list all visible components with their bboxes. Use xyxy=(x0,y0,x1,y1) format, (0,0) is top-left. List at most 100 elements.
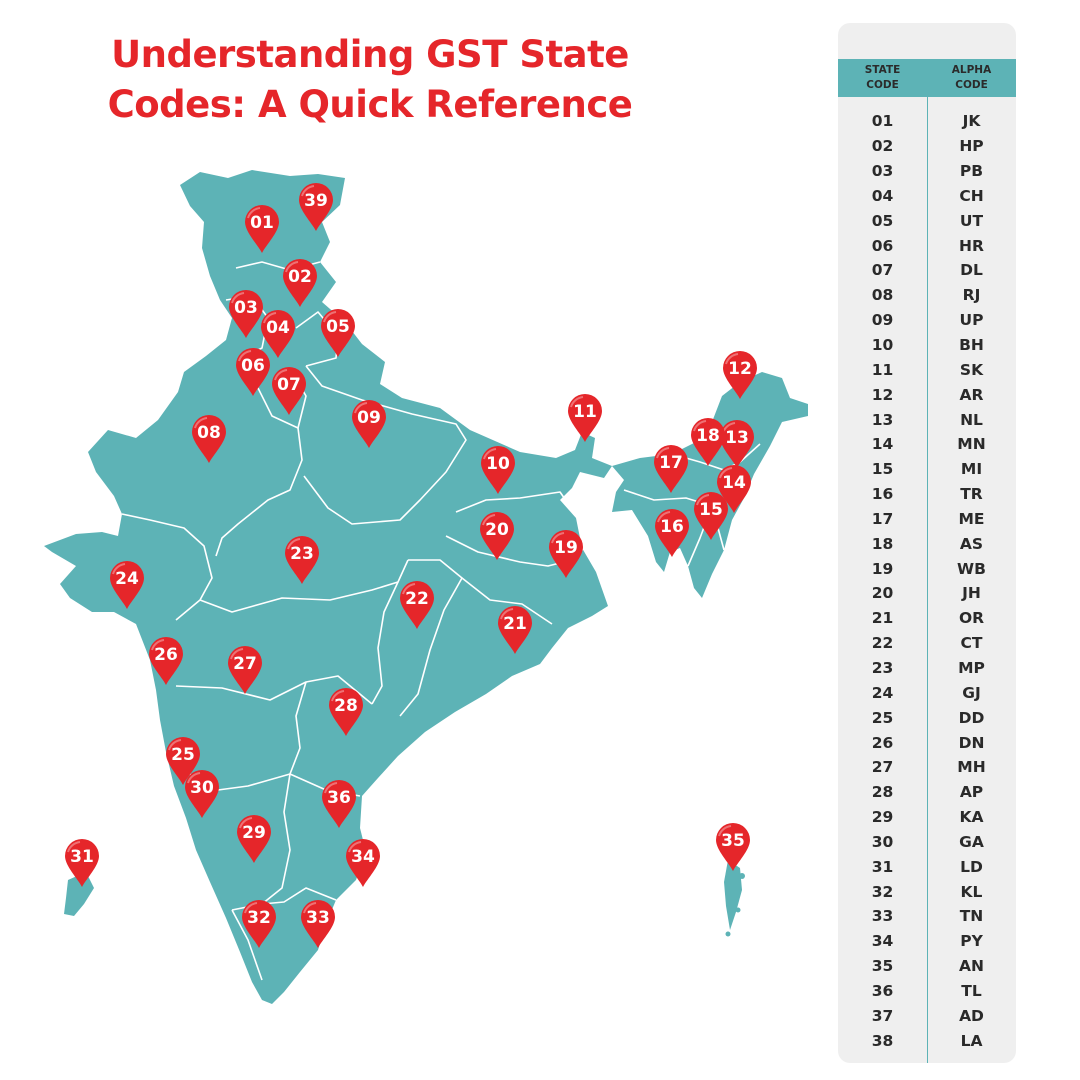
table-row: 23 MP xyxy=(838,656,1016,681)
state-code-cell: 02 xyxy=(871,137,894,156)
map-pin-30: 30 xyxy=(185,770,219,818)
map-pin-marker-icon xyxy=(717,465,751,513)
state-code-cell: 16 xyxy=(871,485,894,504)
map-pin-highlight xyxy=(718,825,732,837)
table-row: 29 KA xyxy=(838,805,1016,830)
map-pin-highlight xyxy=(287,538,301,550)
map-pin-label: 03 xyxy=(234,298,258,318)
state-code-cell: 12 xyxy=(871,385,894,404)
map-pin-highlight xyxy=(482,514,496,526)
map-pin-23: 23 xyxy=(285,536,319,584)
table-row: 33 TN xyxy=(838,904,1016,929)
alpha-code-cell: JH xyxy=(962,584,981,603)
map-pin-marker-icon xyxy=(301,900,335,948)
map-pin-marker-icon xyxy=(285,536,319,584)
map-pin-highlight xyxy=(231,292,245,304)
map-pin-marker-icon xyxy=(299,183,333,231)
table-row: 32 KL xyxy=(838,879,1016,904)
table-row: 25 DD xyxy=(838,705,1016,730)
table-row: 22 CT xyxy=(838,631,1016,656)
alpha-code-cell: GA xyxy=(959,832,984,851)
map-pin-marker-icon xyxy=(694,492,728,540)
alpha-code-cell: HP xyxy=(959,137,984,156)
alpha-code-cell: PY xyxy=(960,932,983,951)
state-code-cell: 29 xyxy=(871,808,894,827)
map-pin-20: 20 xyxy=(480,512,514,560)
alpha-code-cell: KL xyxy=(960,882,983,901)
map-pin-marker-icon xyxy=(720,420,754,468)
table-row: 05 UT xyxy=(838,208,1016,233)
state-code-cell: 35 xyxy=(871,957,894,976)
map-pin-marker-icon xyxy=(691,418,725,466)
state-code-cell: 33 xyxy=(871,907,894,926)
map-pin-label: 34 xyxy=(351,847,375,867)
state-code-cell: 14 xyxy=(871,435,894,454)
table-row: 01 JK xyxy=(838,109,1016,134)
alpha-code-cell: UT xyxy=(959,211,984,230)
table-row: 14 MN xyxy=(838,432,1016,457)
alpha-code-cell: DN xyxy=(958,733,985,752)
alpha-code-cell: UP xyxy=(959,311,984,330)
title-line-1: Understanding GST State xyxy=(111,33,629,76)
map-pin-marker-icon xyxy=(322,780,356,828)
map-pin-label: 15 xyxy=(699,500,723,520)
map-pin-marker-icon xyxy=(723,351,757,399)
map-pin-12: 12 xyxy=(723,351,757,399)
map-pin-marker-icon xyxy=(716,823,750,871)
map-pin-label: 29 xyxy=(242,823,266,843)
map-pin-marker-icon xyxy=(283,259,317,307)
map-pin-29: 29 xyxy=(237,815,271,863)
state-code-cell: 09 xyxy=(871,311,894,330)
map-pin-highlight xyxy=(230,648,244,660)
map-pin-highlight xyxy=(725,353,739,365)
map-pin-label: 26 xyxy=(154,645,178,665)
table-row: 31 LD xyxy=(838,854,1016,879)
border-maharashtra-telangana xyxy=(175,675,373,705)
map-pin-label: 36 xyxy=(327,788,351,808)
map-pin-marker-icon xyxy=(236,348,270,396)
table-row: 18 AS xyxy=(838,531,1016,556)
map-pin-highlight xyxy=(263,312,277,324)
map-pin-label: 23 xyxy=(290,544,314,564)
alpha-code-cell: AS xyxy=(959,534,984,553)
table-row: 08 RJ xyxy=(838,283,1016,308)
alpha-code-cell: ME xyxy=(958,509,985,528)
table-row: 37 AD xyxy=(838,1003,1016,1028)
alpha-code-cell: MP xyxy=(958,658,985,677)
map-pin-highlight xyxy=(500,608,514,620)
map-pin-01: 01 xyxy=(244,204,280,253)
map-pin-highlight xyxy=(551,532,565,544)
map-pin-label: 05 xyxy=(326,317,350,337)
map-pin-label: 30 xyxy=(190,778,214,798)
alpha-code-cell: TL xyxy=(961,981,982,1000)
map-pin-marker-icon xyxy=(480,512,514,560)
map-pin-33: 33 xyxy=(301,900,335,948)
state-code-cell: 11 xyxy=(871,360,894,379)
state-code-cell: 01 xyxy=(871,112,894,131)
table-row: 28 AP xyxy=(838,780,1016,805)
table-row: 19 WB xyxy=(838,556,1016,581)
border-chh-west xyxy=(371,581,399,705)
state-code-cell: 38 xyxy=(871,1031,894,1050)
mainland-shape xyxy=(44,170,612,1004)
map-pin-marker-icon xyxy=(329,688,363,736)
map-pin-label: 06 xyxy=(241,356,265,376)
map-pin-marker-icon xyxy=(498,606,532,654)
alpha-code-cell: WB xyxy=(957,559,986,578)
state-code-cell: 15 xyxy=(871,460,894,479)
map-pin-label: 08 xyxy=(197,423,221,443)
map-pin-highlight xyxy=(239,817,253,829)
gst-code-table: STATE CODE ALPHA CODE 01 JK 02 HP 03 PB 04 CH 05… xyxy=(838,23,1016,1063)
map-pin-14: 14 xyxy=(717,465,751,513)
alpha-code-cell: BH xyxy=(959,336,984,355)
map-pin-highlight xyxy=(656,447,670,459)
map-pin-19: 19 xyxy=(549,530,583,578)
map-pin-highlight xyxy=(168,739,182,751)
map-pin-marker-icon xyxy=(192,415,226,463)
map-pin-highlight xyxy=(151,639,165,651)
map-pin-marker-icon xyxy=(321,309,355,357)
state-code-cell: 31 xyxy=(871,857,894,876)
map-pin-marker-icon xyxy=(654,445,688,493)
map-pin-17: 17 xyxy=(654,445,688,493)
state-code-cell: 37 xyxy=(871,1006,894,1025)
